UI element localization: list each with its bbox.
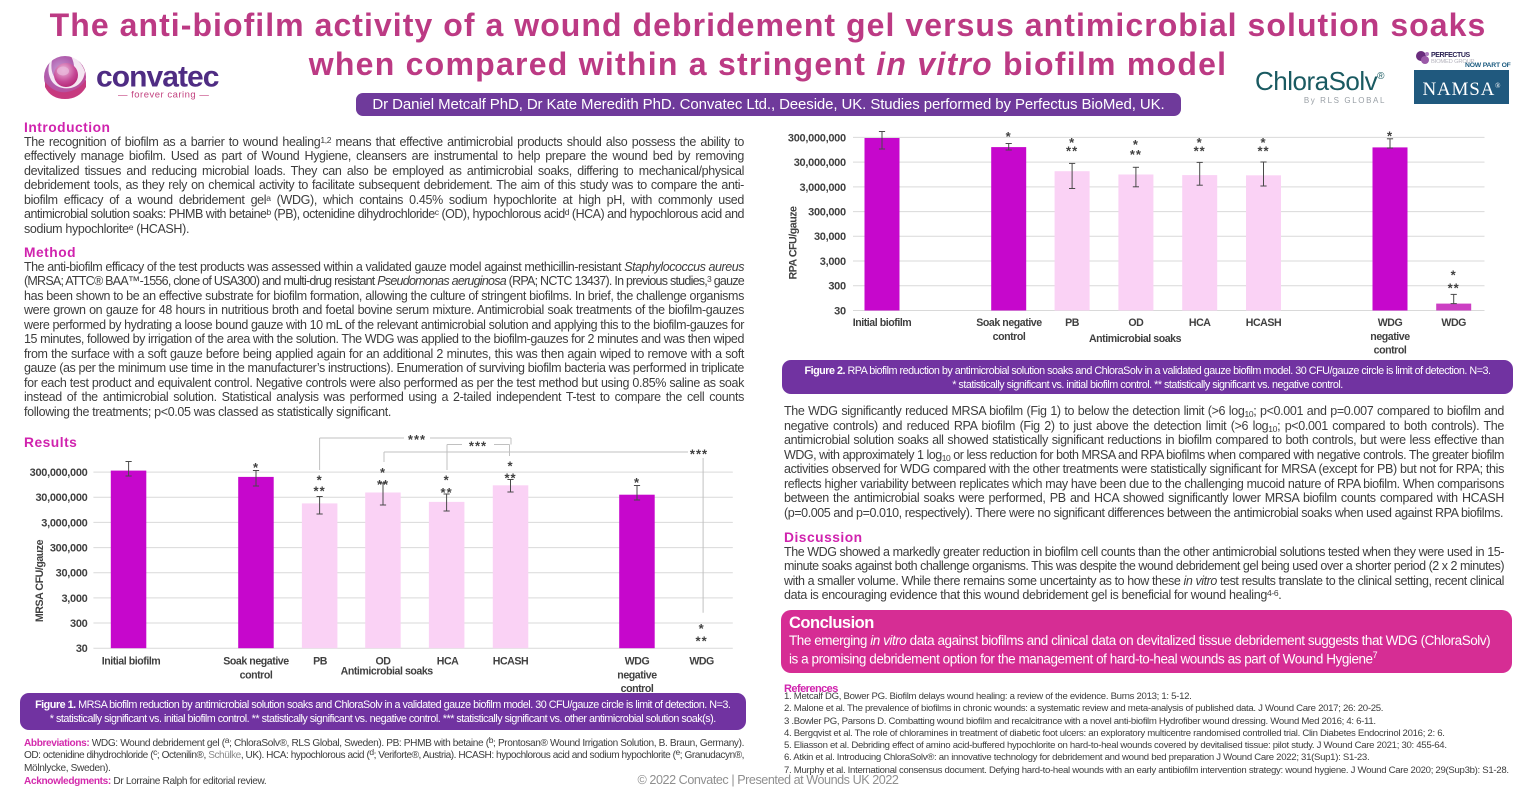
- svg-text:*: *: [1260, 135, 1266, 150]
- svg-text:negative: negative: [617, 669, 657, 681]
- svg-text:*: *: [1451, 267, 1457, 282]
- svg-text:WDG: WDG: [1441, 317, 1466, 329]
- svg-text:control: control: [993, 331, 1026, 343]
- svg-text:*: *: [699, 621, 705, 636]
- svg-text:*: *: [253, 460, 259, 475]
- svg-text:*: *: [380, 465, 386, 480]
- svg-text:PB: PB: [1065, 317, 1080, 329]
- svg-text:30,000,000: 30,000,000: [35, 492, 87, 504]
- svg-text:**: **: [441, 485, 453, 500]
- svg-text:WDG: WDG: [625, 656, 650, 668]
- svg-text:**: **: [1448, 280, 1460, 295]
- svg-text:***: ***: [690, 446, 708, 461]
- svg-text:convatec: convatec: [96, 61, 219, 94]
- svg-text:3,000: 3,000: [61, 593, 87, 605]
- svg-text:*: *: [1133, 137, 1139, 152]
- svg-text:control: control: [621, 683, 654, 695]
- svg-text:*: *: [1006, 129, 1012, 144]
- svg-text:*: *: [1387, 129, 1393, 144]
- svg-text:300,000: 300,000: [808, 207, 846, 219]
- svg-text:**: **: [1194, 144, 1206, 159]
- svg-text:**: **: [696, 634, 708, 649]
- svg-text:*: *: [507, 459, 513, 474]
- svg-text:RPA CFU/gauze: RPA CFU/gauze: [788, 206, 800, 280]
- svg-text:HCA: HCA: [437, 656, 459, 668]
- svg-text:MRSA CFU/gauze: MRSA CFU/gauze: [34, 539, 46, 622]
- svg-text:Initial biofilm: Initial biofilm: [853, 317, 912, 329]
- svg-text:control: control: [1374, 345, 1407, 357]
- svg-text:300: 300: [828, 281, 846, 293]
- svg-text:**: **: [1257, 144, 1269, 159]
- svg-text:*: *: [444, 473, 450, 488]
- svg-text:300,000,000: 300,000,000: [30, 467, 88, 479]
- svg-text:OD: OD: [376, 656, 392, 668]
- svg-text:**: **: [504, 471, 516, 486]
- svg-text:*: *: [634, 475, 640, 490]
- svg-text:HCASH: HCASH: [493, 656, 528, 668]
- svg-text:OD: OD: [1128, 317, 1144, 329]
- svg-text:**: **: [377, 477, 389, 492]
- svg-text:3,000,000: 3,000,000: [800, 182, 846, 194]
- svg-text:WDG: WDG: [1378, 317, 1403, 329]
- svg-text:*: *: [1197, 135, 1203, 150]
- svg-text:3,000,000: 3,000,000: [41, 517, 87, 529]
- svg-text:30: 30: [834, 305, 846, 317]
- svg-text:— forever caring —: — forever caring —: [118, 90, 209, 101]
- svg-text:3,000: 3,000: [820, 256, 846, 268]
- svg-text:Soak negative: Soak negative: [976, 317, 1042, 329]
- svg-text:30,000,000: 30,000,000: [794, 157, 846, 169]
- svg-text:HCASH: HCASH: [1246, 317, 1281, 329]
- svg-text:*: *: [317, 473, 323, 488]
- svg-text:***: ***: [408, 432, 426, 447]
- svg-text:negative: negative: [1370, 331, 1410, 343]
- svg-text:300,000: 300,000: [50, 543, 88, 555]
- svg-text:30,000: 30,000: [56, 568, 88, 580]
- svg-text:**: **: [1066, 144, 1078, 159]
- svg-text:Antimicrobial soaks: Antimicrobial soaks: [341, 665, 434, 677]
- svg-text:**: **: [314, 484, 326, 499]
- svg-text:30: 30: [76, 643, 88, 655]
- svg-text:HCA: HCA: [1189, 317, 1211, 329]
- svg-text:PB: PB: [313, 656, 328, 668]
- svg-text:30,000: 30,000: [814, 231, 846, 243]
- svg-text:*: *: [1069, 135, 1075, 150]
- svg-text:Soak negative: Soak negative: [223, 656, 289, 668]
- svg-text:300,000,000: 300,000,000: [788, 132, 846, 144]
- svg-text:**: **: [1130, 147, 1142, 162]
- svg-text:***: ***: [469, 438, 487, 453]
- svg-text:control: control: [240, 669, 273, 681]
- svg-text:Antimicrobial soaks: Antimicrobial soaks: [1089, 333, 1182, 345]
- svg-text:WDG: WDG: [689, 656, 714, 668]
- svg-text:Initial biofilm: Initial biofilm: [102, 656, 161, 668]
- svg-text:300: 300: [70, 618, 88, 630]
